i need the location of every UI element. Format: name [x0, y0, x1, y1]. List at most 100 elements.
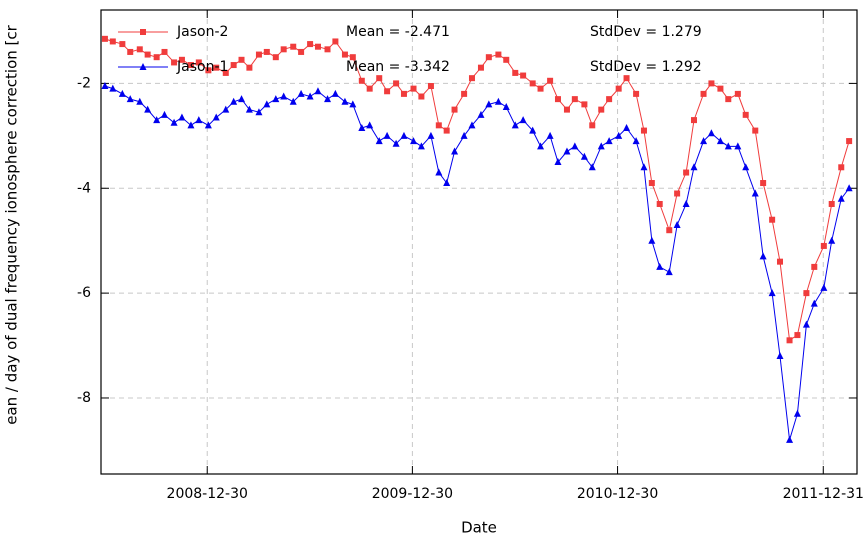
- marker: [700, 137, 708, 145]
- marker: [119, 41, 126, 48]
- marker: [588, 163, 596, 171]
- marker: [563, 106, 570, 113]
- marker: [272, 54, 279, 61]
- marker: [383, 131, 391, 139]
- marker: [511, 121, 519, 129]
- marker: [633, 90, 640, 97]
- x-tick-label: 2008-12-30: [167, 486, 248, 502]
- annotation: StdDev = 1.279: [590, 24, 702, 40]
- marker: [700, 90, 707, 97]
- marker: [136, 46, 143, 53]
- marker: [427, 131, 435, 139]
- marker: [263, 48, 270, 55]
- marker: [494, 97, 502, 105]
- marker: [341, 97, 349, 105]
- annotation: StdDev = 1.292: [590, 59, 702, 75]
- x-tick-label: 2009-12-30: [372, 486, 453, 502]
- marker: [460, 131, 468, 139]
- marker: [683, 169, 690, 176]
- marker: [272, 95, 280, 103]
- marker: [485, 100, 493, 108]
- marker: [384, 88, 391, 95]
- marker: [547, 77, 554, 84]
- marker: [443, 127, 450, 134]
- marker: [794, 332, 801, 339]
- marker: [845, 184, 853, 192]
- marker: [673, 220, 681, 228]
- marker: [512, 69, 519, 76]
- marker: [820, 242, 827, 249]
- marker: [477, 64, 484, 71]
- marker: [153, 54, 160, 61]
- y-axis-label: ean / day of dual frequency ionosphere c…: [3, 24, 21, 424]
- marker: [298, 48, 305, 55]
- marker: [674, 190, 681, 197]
- marker: [171, 59, 178, 66]
- marker: [230, 97, 238, 105]
- annotation: Mean = -2.471: [346, 24, 450, 40]
- marker: [623, 75, 630, 82]
- marker: [230, 62, 237, 69]
- y-tick-label: -8: [77, 390, 91, 406]
- marker: [161, 48, 168, 55]
- plot-frame: [100, 9, 858, 475]
- marker: [222, 69, 229, 76]
- marker: [410, 85, 417, 92]
- marker: [195, 116, 203, 124]
- x-tick-label: 2011-12-31: [783, 486, 864, 502]
- marker: [358, 123, 366, 131]
- marker: [255, 51, 262, 58]
- marker: [400, 90, 407, 97]
- marker: [461, 90, 468, 97]
- marker: [606, 96, 613, 103]
- marker: [776, 258, 783, 265]
- marker: [427, 83, 434, 90]
- marker: [554, 96, 561, 103]
- marker: [238, 95, 246, 103]
- marker: [716, 137, 724, 145]
- marker: [580, 152, 588, 160]
- marker: [793, 409, 801, 417]
- marker: [187, 62, 194, 69]
- marker: [222, 105, 230, 113]
- marker: [392, 139, 400, 147]
- marker: [213, 64, 220, 71]
- marker: [178, 56, 185, 63]
- marker: [615, 131, 623, 139]
- marker: [332, 38, 339, 45]
- marker: [605, 137, 613, 145]
- marker: [101, 82, 109, 90]
- marker: [776, 352, 784, 360]
- annotation: Mean = -3.342: [346, 59, 450, 75]
- marker: [178, 113, 186, 121]
- marker: [358, 77, 365, 84]
- marker: [417, 142, 425, 150]
- legend-label: Jason-1: [176, 59, 228, 75]
- marker: [144, 51, 151, 58]
- marker: [289, 97, 297, 105]
- marker: [554, 158, 562, 166]
- marker: [187, 121, 195, 129]
- marker: [485, 54, 492, 61]
- marker: [314, 87, 322, 95]
- marker: [708, 80, 715, 87]
- marker: [563, 147, 571, 155]
- marker: [170, 118, 178, 126]
- series-line: [104, 85, 850, 441]
- marker: [682, 199, 690, 207]
- marker: [366, 121, 374, 129]
- marker: [410, 137, 418, 145]
- marker: [375, 137, 383, 145]
- marker: [581, 101, 588, 108]
- x-tick-label: 2010-12-30: [577, 486, 658, 502]
- marker: [468, 75, 475, 82]
- marker: [529, 126, 537, 134]
- marker: [751, 189, 759, 197]
- marker: [837, 194, 845, 202]
- marker: [503, 56, 510, 63]
- marker: [136, 97, 144, 105]
- marker: [161, 110, 169, 118]
- marker: [451, 106, 458, 113]
- marker: [435, 122, 442, 129]
- marker: [418, 93, 425, 100]
